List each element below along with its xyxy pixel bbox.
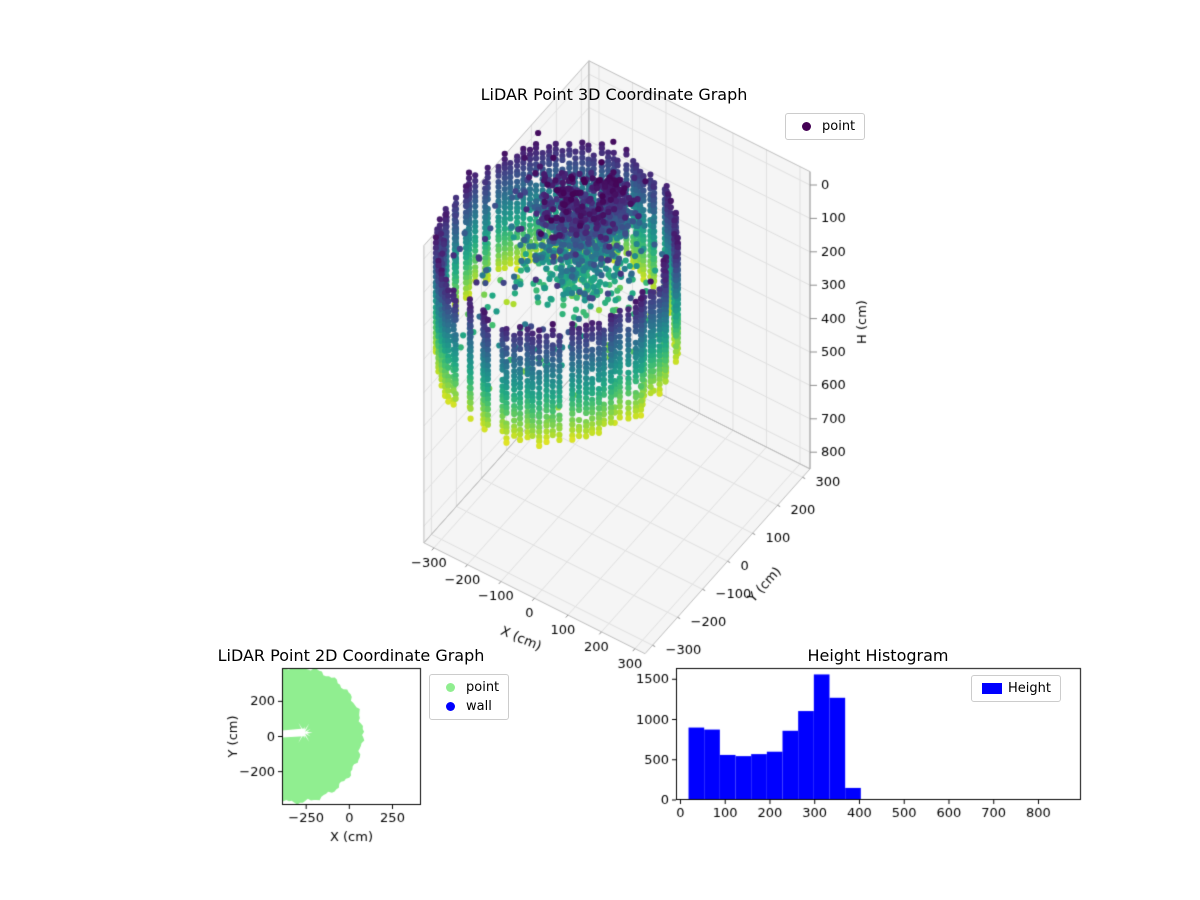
point-marker-icon — [445, 683, 455, 692]
legend-handle — [439, 702, 461, 711]
legend-label-point-2d: point — [466, 680, 500, 695]
height-patch-icon — [982, 683, 1002, 694]
legend-handle — [439, 683, 461, 692]
legend-handle — [795, 122, 817, 131]
legend-label-wall-2d: wall — [466, 699, 492, 714]
legend-handle — [981, 683, 1003, 694]
legend-entry-wall-2d: wall — [439, 699, 499, 714]
legend-label-height: Height — [1008, 681, 1051, 696]
point-marker-icon — [801, 122, 811, 131]
legend-entry-point-2d: point — [439, 680, 499, 695]
histogram-title: Height Histogram — [807, 646, 949, 665]
wall-marker-icon — [445, 702, 455, 711]
legend-entry-point-3d: point — [795, 119, 855, 134]
plot2d-title: LiDAR Point 2D Coordinate Graph — [217, 646, 485, 665]
plot3d-title: LiDAR Point 3D Coordinate Graph — [480, 85, 748, 104]
plot2d-legend: point wall — [429, 674, 510, 720]
plot3d-legend: point — [785, 113, 866, 140]
legend-entry-height: Height — [981, 681, 1051, 696]
legend-label-point-3d: point — [822, 119, 856, 134]
histogram-legend: Height — [971, 675, 1061, 702]
